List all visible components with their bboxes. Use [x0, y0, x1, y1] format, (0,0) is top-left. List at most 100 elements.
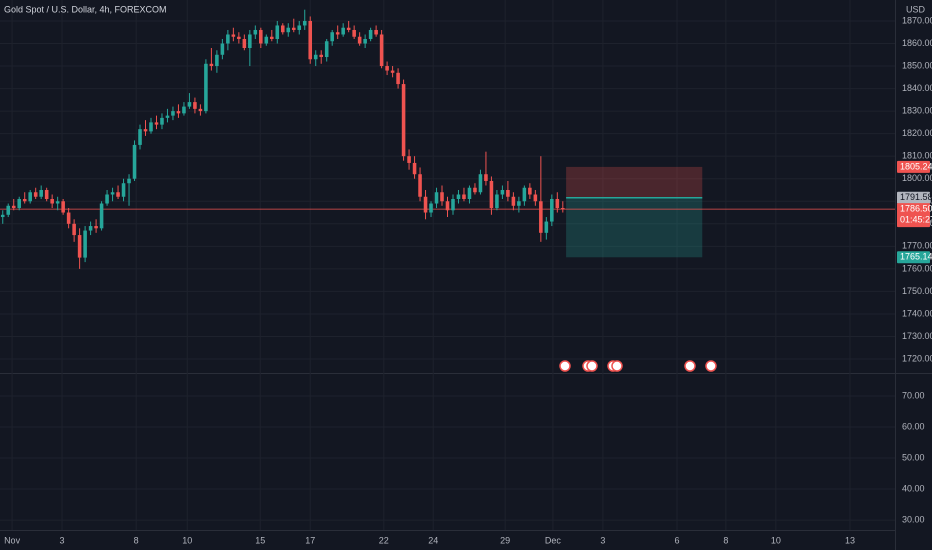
candle-body: [105, 194, 109, 204]
x-tick-label: 3: [60, 535, 65, 545]
price-label-bg: [897, 191, 930, 204]
candle-body: [385, 66, 389, 71]
candle-body: [330, 32, 334, 42]
candle-body: [72, 223, 76, 236]
y-tick-label: 1800.00: [902, 173, 932, 183]
y-tick-label: 1740.00: [902, 308, 932, 318]
candle-body: [259, 29, 263, 44]
candle-body: [165, 115, 170, 118]
candle-body: [456, 194, 461, 200]
x-tick-label: 10: [771, 535, 781, 545]
y-tick-label: 1770.00: [902, 241, 932, 251]
y-tick-label: 1830.00: [902, 105, 932, 115]
candle-body: [484, 174, 488, 181]
candle-body: [215, 54, 219, 67]
candle-body: [39, 189, 43, 197]
candle-body: [473, 187, 477, 193]
grid: [0, 0, 895, 530]
stop-zone: [566, 166, 703, 198]
x-tick-label: 13: [845, 535, 855, 545]
candle-body: [368, 29, 373, 39]
chart-title: Gold Spot / U.S. Dollar, 4h, FOREXCOM: [4, 4, 167, 14]
x-tick-label: 17: [305, 535, 315, 545]
y-tick-label: 1850.00: [902, 60, 932, 70]
candle-body: [418, 174, 422, 197]
candle-body: [550, 199, 554, 222]
event-icons: [559, 360, 717, 372]
y-tick-label: 1820.00: [902, 128, 932, 138]
candle-body: [17, 199, 22, 209]
candle-body: [187, 102, 192, 107]
candle-body: [467, 187, 472, 200]
candle-body: [280, 25, 285, 33]
y-tick-label: 1860.00: [902, 38, 932, 48]
price-label: 1765.14: [900, 252, 932, 262]
candle-body: [77, 235, 82, 258]
y-tick-label: 50.00: [902, 452, 925, 462]
candle-body: [204, 63, 208, 112]
candle-body: [434, 192, 439, 204]
x-tick-label: 22: [379, 535, 389, 545]
candle-body: [88, 226, 93, 231]
candle-body: [286, 27, 291, 33]
candle-body: [555, 199, 560, 209]
x-tick-label: 24: [428, 535, 438, 545]
candle-body: [209, 63, 214, 67]
candle-body: [440, 192, 444, 202]
candle-body: [50, 199, 54, 204]
candle-body: [253, 29, 258, 35]
y-tick-label: 1840.00: [902, 83, 932, 93]
candle-body: [154, 122, 159, 125]
x-tick-label: 8: [134, 535, 139, 545]
candle-body: [335, 32, 340, 35]
candle-body: [401, 84, 406, 157]
x-tick-label: 8: [723, 535, 728, 545]
candle-body: [121, 183, 126, 197]
candle-body: [220, 43, 225, 55]
y-tick-label: 1760.00: [902, 263, 932, 273]
y-tick-label: 1810.00: [902, 151, 932, 161]
candle-body: [61, 201, 65, 213]
candle-body: [231, 34, 236, 37]
candle-body: [324, 41, 329, 58]
price-label: 1786.50: [900, 204, 932, 214]
marks: [0, 9, 895, 269]
x-tick-label: Dec: [545, 535, 562, 545]
candle-body: [28, 192, 32, 202]
candle-body: [275, 25, 280, 39]
x-tick-label: 15: [255, 535, 265, 545]
currency-label: USD: [906, 4, 926, 14]
candle-body: [506, 189, 510, 197]
candle-body: [544, 221, 549, 233]
candle-body: [66, 212, 71, 224]
candle-body: [270, 36, 274, 39]
candle-body: [533, 194, 538, 202]
candle-body: [495, 194, 499, 209]
candle-body: [6, 205, 11, 215]
candle-body: [193, 102, 197, 109]
candle-body: [478, 174, 483, 193]
candle-body: [396, 72, 400, 85]
candle-body: [561, 208, 565, 210]
y-tick-label: 40.00: [902, 483, 925, 493]
price-label: 1805.24: [900, 161, 932, 171]
candle-body: [528, 187, 532, 195]
candle-body: [138, 129, 142, 145]
candle-body: [55, 201, 60, 204]
candle-body: [352, 29, 356, 37]
candle-body: [149, 122, 153, 132]
candle-body: [110, 192, 115, 195]
candle-body: [451, 199, 455, 211]
price-label-bg: [897, 251, 930, 264]
y-tick-label: 1720.00: [902, 353, 932, 363]
candle-body: [248, 34, 252, 49]
candle-body: [341, 27, 345, 35]
candle-body: [160, 117, 164, 125]
candle-body: [363, 38, 367, 44]
candle-body: [237, 36, 241, 39]
candle-body: [182, 106, 186, 114]
candle-body: [379, 34, 384, 67]
candle-body: [302, 20, 307, 26]
